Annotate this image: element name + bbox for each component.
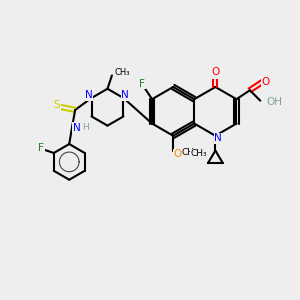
Text: OH: OH <box>267 97 283 107</box>
Text: N: N <box>214 133 222 143</box>
Text: CH₃: CH₃ <box>115 68 130 77</box>
Text: O: O <box>211 69 220 79</box>
Text: CH₃: CH₃ <box>190 149 207 158</box>
Text: F: F <box>139 79 145 89</box>
Text: N: N <box>214 133 222 143</box>
Text: N: N <box>121 90 129 100</box>
Text: O: O <box>173 149 182 159</box>
Text: O: O <box>261 77 269 87</box>
Text: S: S <box>53 100 60 110</box>
Text: H: H <box>82 123 89 132</box>
Text: O: O <box>211 67 220 77</box>
Text: N: N <box>73 123 80 133</box>
Text: N: N <box>85 90 92 100</box>
Text: CH₃: CH₃ <box>181 148 198 158</box>
Text: O: O <box>175 148 183 159</box>
Text: F: F <box>38 142 44 153</box>
